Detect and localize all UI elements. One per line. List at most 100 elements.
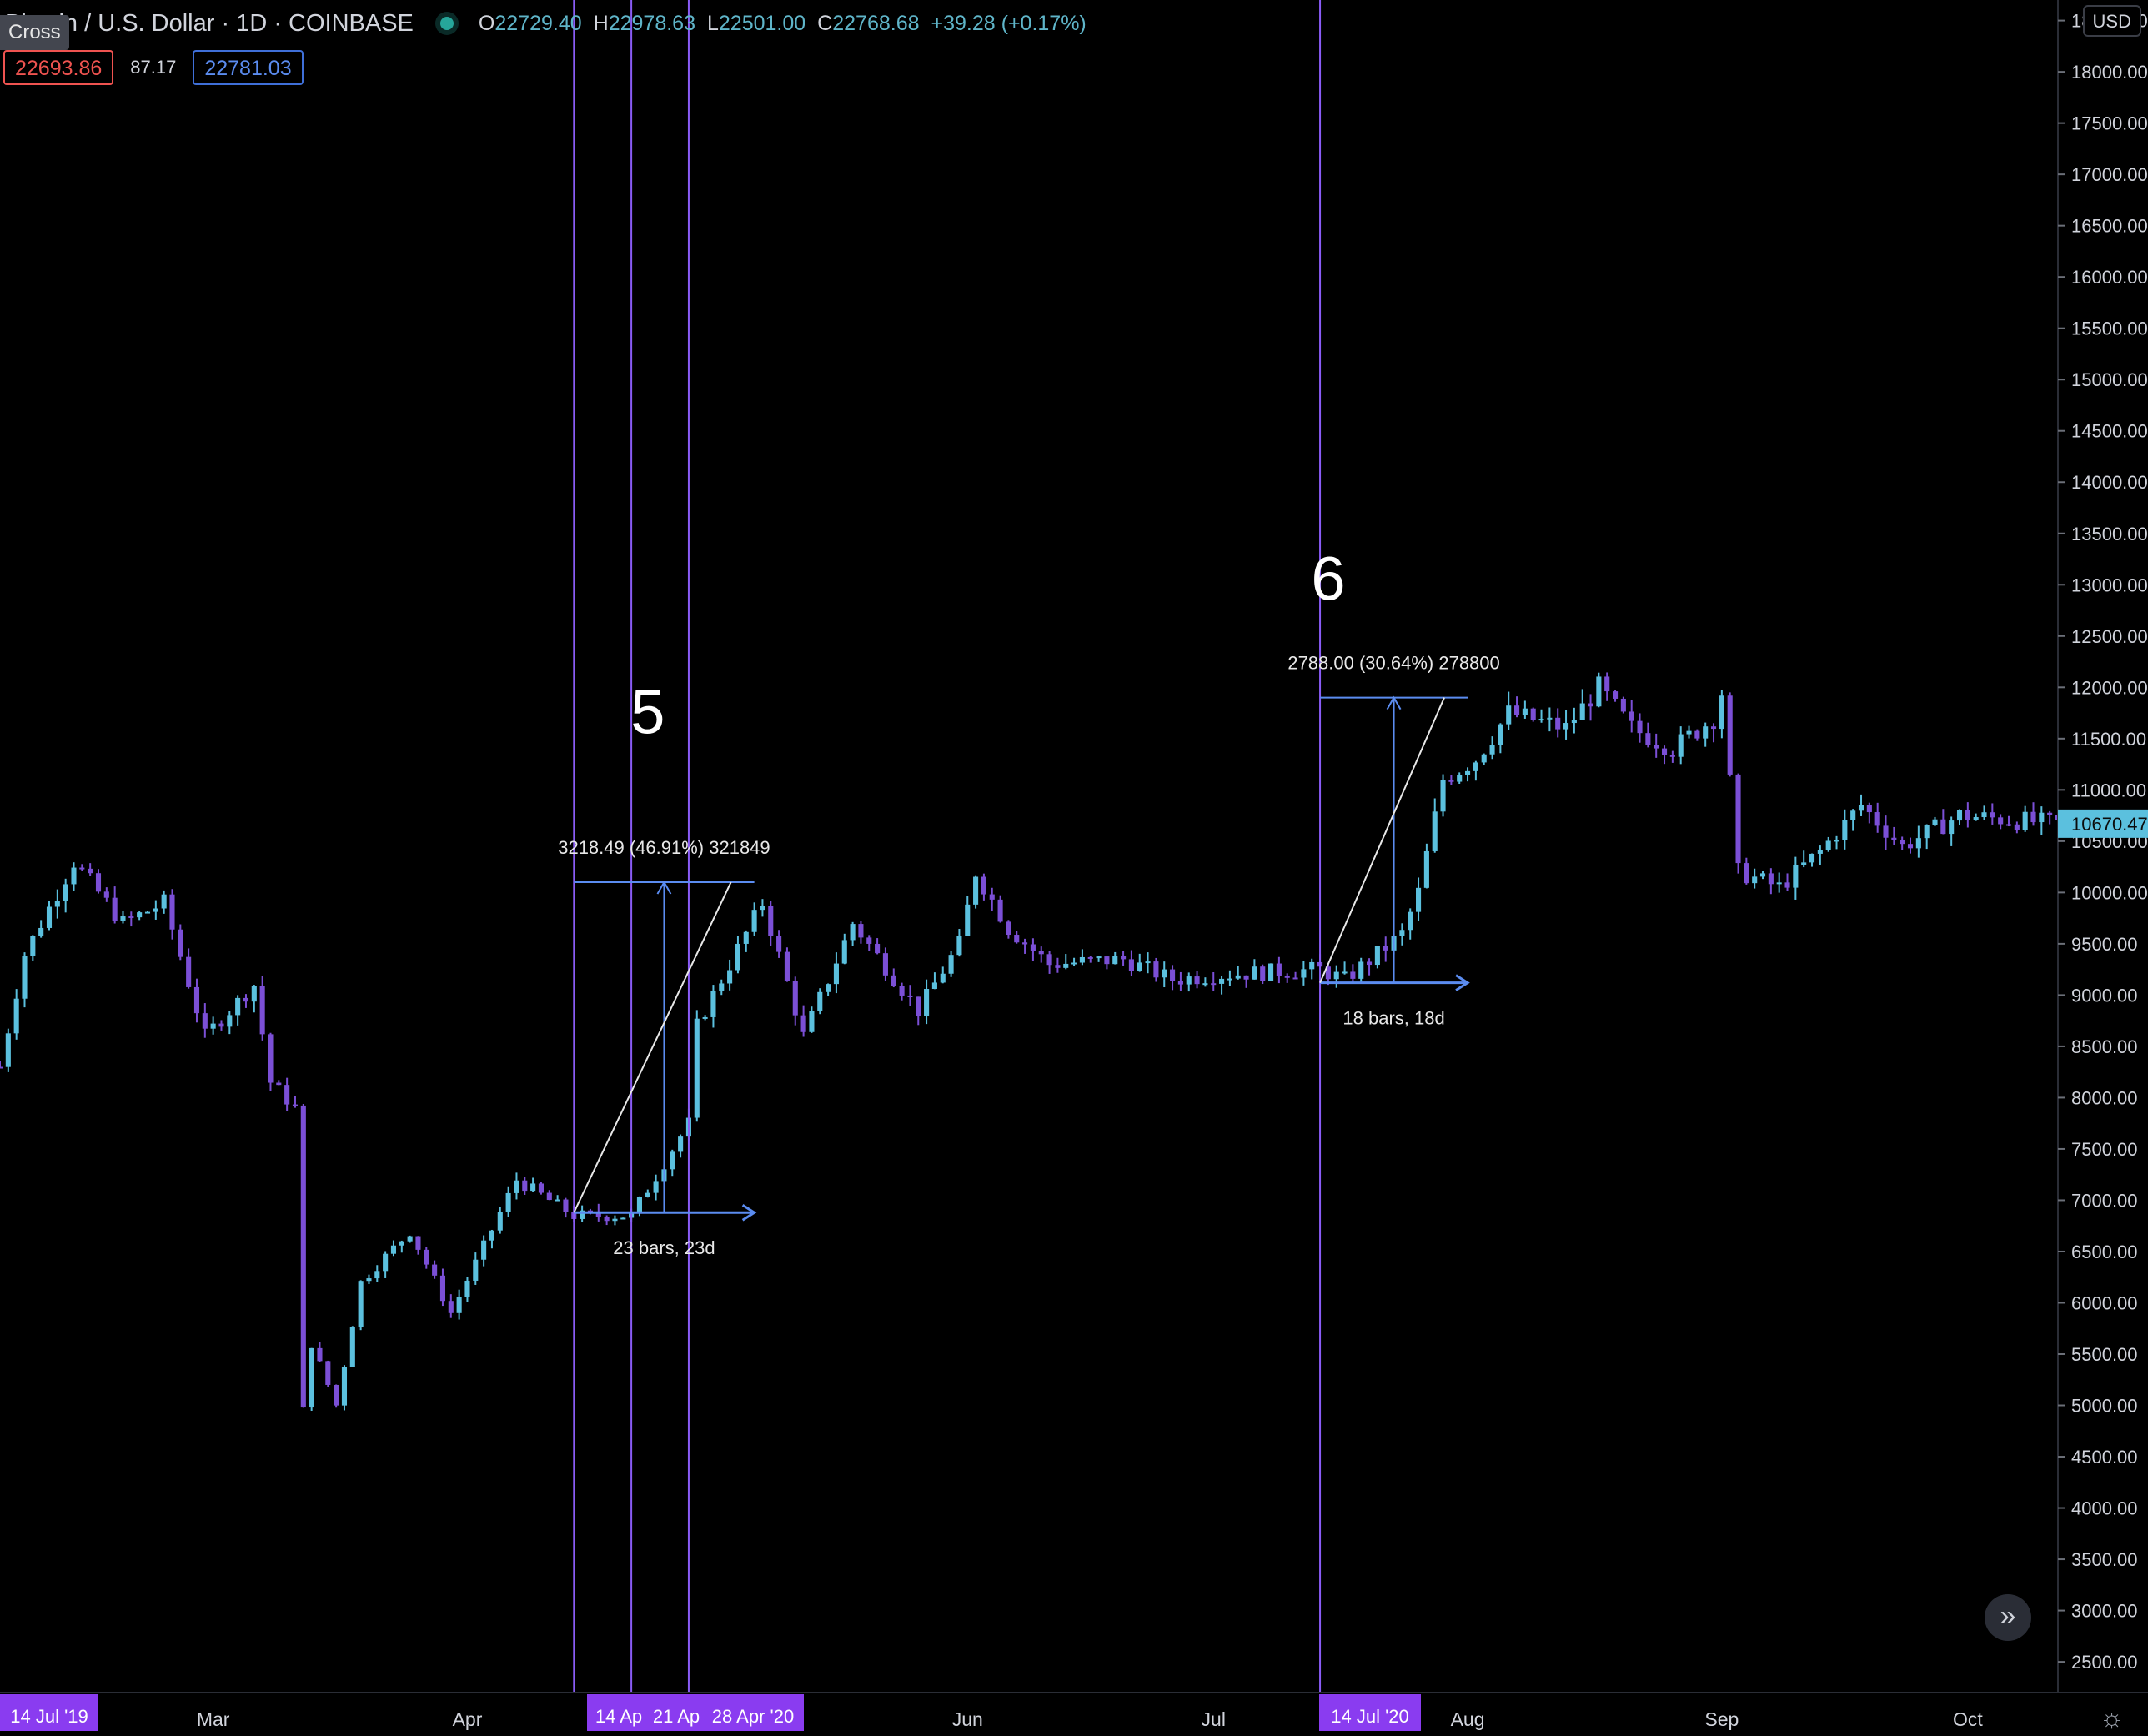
candle-body: [940, 973, 946, 983]
candle-body: [1046, 954, 1052, 966]
symbol-title[interactable]: Bitcoin / U.S. Dollar · 1D · COINBASE: [5, 9, 414, 37]
arrow-head-up-icon: [1386, 695, 1402, 710]
candle-body: [1211, 983, 1217, 986]
wave-label: 6: [1311, 544, 1345, 614]
candle-body: [973, 876, 979, 905]
candle-body: [1825, 840, 1831, 850]
candle-body: [1383, 946, 1388, 951]
candle-body: [956, 936, 962, 956]
candle-body: [727, 970, 733, 984]
candle-body: [743, 931, 749, 944]
price-tick-label: 13000.00: [2071, 574, 2148, 595]
indicator-values: 22693.86 87.17 22781.03: [3, 50, 304, 85]
price-tick-label: 4000.00: [2071, 1498, 2138, 1519]
candle-body: [670, 1151, 675, 1170]
candle-body: [1547, 717, 1553, 720]
candle-body: [710, 991, 716, 1017]
price-axis[interactable]: 2500.00 3000.00 3500.00 4000.00 4500.00 5000.…: [2057, 0, 2148, 1736]
candle-body: [292, 1104, 299, 1106]
candle-body: [1268, 963, 1274, 981]
candle-body: [1333, 971, 1339, 980]
candle-body: [841, 940, 847, 964]
chart-settings-gear-icon[interactable]: ☼: [2100, 1703, 2125, 1733]
candle-body: [1284, 976, 1290, 978]
candle-body: [1416, 887, 1422, 912]
time-axis-background: [0, 1693, 2148, 1736]
candle-body: [514, 1180, 519, 1193]
candle-body: [448, 1301, 454, 1313]
candle-body: [128, 916, 134, 919]
candle-body: [1325, 966, 1331, 980]
candle-body: [1399, 930, 1405, 936]
candle-body: [965, 904, 971, 936]
candle-body: [2039, 812, 2045, 823]
candle-body: [2014, 824, 2020, 830]
candle-body: [169, 894, 175, 930]
price-tick-label: 11000.00: [2071, 780, 2146, 800]
candle-body: [103, 891, 109, 898]
candle-body: [1645, 733, 1651, 745]
candlestick-series: [0, 672, 2061, 1411]
candle-body: [1432, 811, 1438, 851]
price-tick-label: 15500.00: [2071, 319, 2148, 339]
candle-body: [1153, 961, 1159, 978]
price-tick-label: 6500.00: [2071, 1242, 2138, 1262]
price-tick-label: 3000.00: [2071, 1601, 2138, 1622]
candle-body: [317, 1347, 323, 1362]
double-chevron-right-icon: »: [2000, 1600, 2016, 1632]
candle-body: [1276, 963, 1282, 976]
candle-body: [268, 1034, 274, 1083]
candle-body: [497, 1212, 503, 1231]
candle-body: [1342, 971, 1348, 974]
price-tick-label: 8000.00: [2071, 1087, 2138, 1108]
open-value: 22729.40: [494, 11, 582, 35]
candle-body: [1555, 717, 1561, 730]
candle-body: [1087, 956, 1093, 959]
candle-body: [800, 1015, 806, 1032]
date-tag-label: 28 Apr '20: [712, 1706, 794, 1727]
indicator-value-1[interactable]: 22693.86: [3, 50, 114, 85]
candle-body: [46, 906, 53, 928]
currency-button[interactable]: USD: [2082, 5, 2141, 37]
candle-body: [1243, 975, 1249, 980]
candle-body: [882, 953, 888, 976]
candle-body: [1915, 838, 1921, 849]
candle-body: [144, 911, 151, 914]
candle-body: [636, 1197, 642, 1213]
candle-body: [415, 1236, 421, 1250]
candle-body: [1408, 911, 1413, 931]
candle-body: [1678, 734, 1684, 757]
candle-body: [1686, 730, 1692, 735]
price-tick-label: 9500.00: [2071, 934, 2138, 955]
candle-body: [1759, 873, 1766, 877]
candle-body: [153, 908, 158, 912]
candle-body: [1809, 853, 1815, 863]
time-axis[interactable]: Mar Apr Jun Jul Aug Sep Oct 14 Jul '19 14 Ap 21 A…: [0, 1692, 2148, 1736]
wave-label: 5: [630, 678, 665, 747]
candle-body: [358, 1281, 364, 1327]
scroll-to-realtime-button[interactable]: »: [1985, 1594, 2031, 1641]
candle-body: [1030, 944, 1036, 951]
candle-body: [735, 943, 740, 971]
time-tick-label: Aug: [1451, 1708, 1485, 1730]
candle-body: [1235, 975, 1241, 979]
price-tick-label: 7000.00: [2071, 1190, 2138, 1211]
candle-body: [161, 894, 167, 909]
candle-body: [112, 897, 118, 921]
candle-body: [1850, 810, 1856, 820]
candle-body: [424, 1249, 429, 1265]
candle-body: [907, 995, 913, 997]
crosshair-mode-tag[interactable]: Cross: [0, 15, 69, 50]
candle-body: [1710, 726, 1717, 730]
candle-body: [899, 986, 905, 996]
indicator-value-3[interactable]: 22781.03: [193, 50, 304, 85]
candle-body: [1513, 705, 1520, 715]
candle-body: [2005, 824, 2012, 826]
candle-body: [1202, 983, 1208, 986]
candle-body: [374, 1271, 380, 1279]
price-tick-label: 14000.00: [2071, 472, 2148, 493]
candle-body: [71, 867, 77, 885]
price-tick-label: 9000.00: [2071, 985, 2138, 1006]
close-key: C: [817, 11, 833, 35]
